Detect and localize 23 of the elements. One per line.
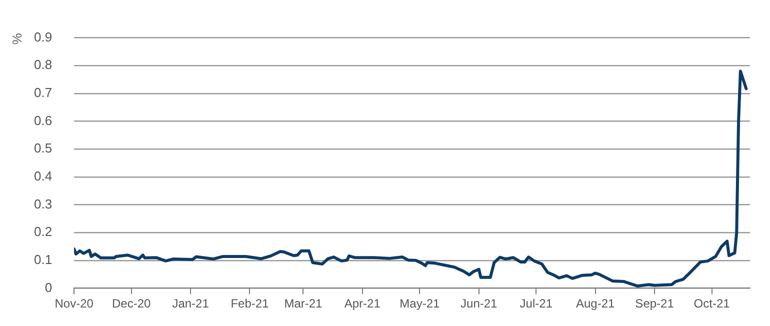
x-tick-label: Apr-21: [344, 296, 381, 311]
y-tick-label: 0.7: [34, 85, 52, 100]
x-tick-label: Jun-21: [460, 296, 498, 311]
x-tick-label: Jan-21: [172, 296, 210, 311]
x-tick-label: Nov-20: [54, 296, 94, 311]
x-tick-label: May-21: [400, 296, 440, 311]
y-tick-label: 0.6: [34, 112, 52, 128]
x-tick-label: Feb-21: [230, 296, 270, 311]
y-tick-label: 0.5: [34, 140, 52, 156]
y-tick-label: 0.1: [34, 252, 52, 267]
x-tick-label: Jul-21: [520, 296, 553, 311]
x-tick-label: Dec-20: [112, 296, 152, 311]
y-tick-label: 0.9: [34, 29, 52, 44]
y-tick-label: 0.3: [34, 196, 52, 212]
y-tick-label: 0.2: [34, 224, 52, 240]
y-tick-label: 0.4: [34, 168, 52, 184]
y-tick-label: 0: [44, 280, 52, 295]
y-tick-label: 0.8: [34, 57, 52, 72]
y-axis-title: %: [10, 32, 25, 45]
x-tick-label: Aug-21: [576, 296, 616, 311]
x-tick-label: Oct-21: [694, 296, 730, 311]
x-tick-label: Mar-21: [284, 296, 323, 311]
x-tick-label: Sep-21: [635, 296, 674, 311]
